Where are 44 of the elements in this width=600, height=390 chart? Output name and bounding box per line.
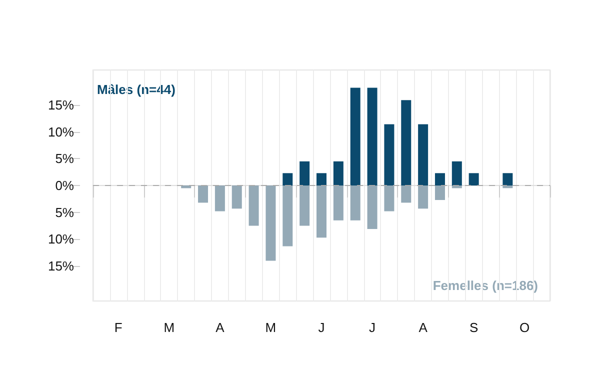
bar: [266, 186, 276, 261]
y-tick-label: 15%: [48, 97, 74, 112]
bar: [282, 186, 293, 246]
bar: [300, 161, 310, 186]
y-tick-label: 10%: [48, 232, 74, 247]
x-tick-label: M: [164, 320, 175, 335]
y-tick-label: 10%: [48, 124, 74, 140]
x-tick-label: O: [520, 320, 530, 335]
x-tick-label: A: [418, 320, 428, 335]
bar: [316, 173, 326, 186]
bar: [401, 186, 412, 203]
y-tick-label: 5%: [55, 204, 74, 220]
bar: [418, 124, 428, 186]
x-tick-label: M: [265, 320, 276, 335]
bar: [333, 186, 344, 220]
bar: [468, 173, 479, 186]
x-tick-label: A: [216, 320, 225, 335]
bar: [384, 186, 394, 212]
bar: [434, 186, 445, 200]
bar: [367, 186, 378, 230]
bar: [300, 186, 310, 226]
bar: [350, 88, 360, 186]
bar: [502, 173, 513, 186]
bar: [418, 186, 428, 209]
bar: [367, 88, 378, 186]
bar: [384, 124, 394, 186]
bar: [282, 173, 293, 186]
bar: [350, 186, 360, 220]
y-tick-label: 5%: [55, 151, 74, 166]
y-tick-label: 0%: [55, 178, 74, 193]
bar: [452, 161, 462, 186]
bar: [316, 186, 326, 238]
bar: [401, 100, 412, 186]
bar: [232, 186, 242, 209]
bar: [214, 186, 225, 212]
bar: [248, 186, 259, 226]
x-tick-label: J: [318, 320, 325, 335]
bar: [333, 161, 344, 186]
x-tick-label: J: [369, 320, 376, 335]
x-tick-label: S: [469, 320, 478, 335]
bar: [434, 173, 445, 186]
bar: [198, 186, 208, 203]
x-tick-label: F: [114, 320, 122, 335]
y-tick-label: 15%: [48, 258, 74, 274]
